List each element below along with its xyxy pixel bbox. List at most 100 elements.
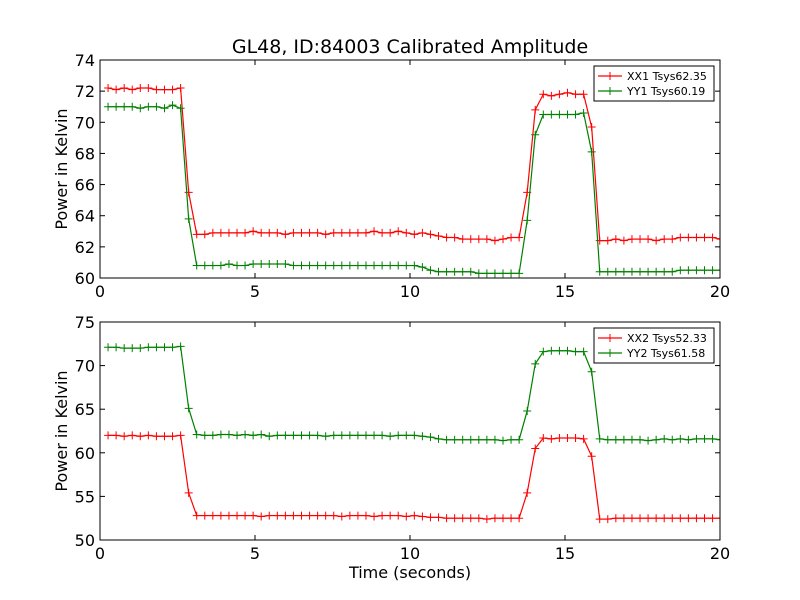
bottom-series-2-point bbox=[627, 435, 636, 444]
bottom-series-1-point bbox=[160, 432, 169, 441]
top-series-2-point bbox=[128, 102, 137, 111]
top-series-2-point bbox=[289, 261, 298, 270]
top-series-2-point bbox=[636, 267, 645, 276]
top-series-1-point bbox=[216, 228, 225, 237]
top-series-2-point bbox=[515, 269, 524, 278]
top-series-1-point bbox=[224, 228, 233, 237]
top-series-2-point bbox=[668, 267, 677, 276]
top-x-tick-label: 0 bbox=[95, 282, 105, 301]
bottom-series-2-point bbox=[281, 431, 290, 440]
top-series-2-point bbox=[144, 102, 153, 111]
top-series-2-point bbox=[273, 259, 282, 268]
bottom-series-1-point bbox=[627, 514, 636, 523]
top-y-tick-label: 62 bbox=[75, 238, 95, 257]
top-series-2-point bbox=[507, 269, 516, 278]
bottom-series-2-point bbox=[708, 434, 717, 443]
top-series-2-point bbox=[345, 261, 354, 270]
bottom-series-2-point bbox=[353, 431, 362, 440]
top-series-1-point bbox=[241, 228, 250, 237]
bottom-legend-label-2: YY2 Tsys61.58 bbox=[626, 347, 705, 360]
top-series-2-point bbox=[370, 261, 379, 270]
bottom-series-2-point bbox=[563, 346, 572, 355]
bottom-series-1-point bbox=[676, 514, 685, 523]
top-series-2-point bbox=[490, 269, 499, 278]
top-series-1-point bbox=[273, 228, 282, 237]
top-series-1-point bbox=[434, 231, 443, 240]
bottom-series-2-point bbox=[337, 431, 346, 440]
top-series-1-point bbox=[136, 84, 145, 93]
top-series-2-point bbox=[418, 263, 427, 272]
bottom-series-1-point bbox=[434, 513, 443, 522]
bottom-series-1-point bbox=[418, 512, 427, 521]
top-x-tick-label: 10 bbox=[400, 282, 420, 301]
top-x-tick-label: 5 bbox=[250, 282, 260, 301]
bottom-series-1-point bbox=[265, 511, 274, 520]
top-series-2-point bbox=[337, 261, 346, 270]
bottom-series-1-point bbox=[305, 511, 314, 520]
bottom-x-tick-label: 0 bbox=[95, 544, 105, 563]
bottom-series-2-point bbox=[668, 435, 677, 444]
top-series-2-point bbox=[257, 259, 266, 268]
top-series-2-point bbox=[321, 261, 330, 270]
top-series-1-point bbox=[313, 228, 322, 237]
top-series-1-point bbox=[410, 230, 419, 239]
top-series-1-point bbox=[499, 235, 507, 244]
bottom-series-1-point bbox=[547, 434, 556, 443]
bottom-series-2-point bbox=[289, 431, 298, 440]
bottom-series-2-point bbox=[297, 431, 306, 440]
top-legend: XX1 Tsys62.35 YY1 Tsys60.19 bbox=[593, 65, 715, 102]
top-series-1-point bbox=[394, 227, 403, 236]
bottom-series-1-point bbox=[499, 514, 507, 523]
top-series-2-point bbox=[410, 261, 419, 270]
bottom-series-1-point bbox=[482, 515, 491, 524]
top-series-1-point bbox=[700, 233, 709, 242]
bottom-series-2-point bbox=[611, 435, 620, 444]
top-series-1-point bbox=[644, 235, 653, 244]
bottom-series-1-point bbox=[563, 433, 572, 442]
bottom-series-1-point bbox=[692, 514, 701, 523]
bottom-series-2-point bbox=[652, 435, 661, 444]
bottom-series-1-point bbox=[716, 517, 720, 519]
bottom-series-1-point bbox=[329, 511, 338, 520]
top-series-2-point bbox=[708, 266, 717, 275]
top-series-2-point bbox=[676, 266, 685, 275]
bottom-y-tick-label: 55 bbox=[75, 487, 95, 506]
top-series-2-point bbox=[458, 267, 467, 276]
top-x-tick-label: 20 bbox=[710, 282, 730, 301]
bottom-x-axis-label: Time (seconds) bbox=[348, 563, 471, 582]
bottom-series-2-point bbox=[136, 344, 145, 353]
top-series-2-point bbox=[241, 261, 250, 270]
top-series-2-point bbox=[394, 261, 403, 270]
bottom-y-tick-label: 50 bbox=[75, 531, 95, 550]
bottom-series-2-point bbox=[571, 347, 580, 356]
bottom-series-1-point bbox=[450, 514, 459, 523]
top-series-2-point bbox=[700, 266, 709, 275]
top-series-1-point bbox=[490, 236, 499, 245]
top-series-2-point bbox=[571, 110, 580, 119]
bottom-series-2-point bbox=[386, 432, 395, 441]
top-legend-marker-2 bbox=[606, 87, 614, 95]
bottom-series-2-point bbox=[402, 431, 411, 440]
bottom-x-tick-label: 10 bbox=[400, 544, 420, 563]
bottom-series-2-point bbox=[313, 431, 322, 440]
top-series-1-point bbox=[579, 90, 588, 99]
top-series-2-point bbox=[539, 110, 548, 119]
top-series-2-point bbox=[595, 267, 604, 276]
bottom-series-2-point bbox=[216, 430, 225, 439]
bottom-series-2-point bbox=[499, 436, 507, 445]
bottom-series-1-point bbox=[490, 514, 499, 523]
top-y-tick-label: 68 bbox=[75, 144, 95, 163]
top-series-1-point bbox=[233, 228, 242, 237]
top-series-1-point bbox=[539, 90, 548, 99]
top-y-tick-label: 60 bbox=[75, 269, 95, 288]
bottom-series-1-point bbox=[337, 512, 346, 521]
top-series-1-point bbox=[265, 228, 274, 237]
top-series-1-point bbox=[168, 85, 177, 94]
bottom-series-2-point bbox=[192, 430, 201, 439]
bottom-series-1-point bbox=[144, 431, 153, 440]
top-series-1-point bbox=[563, 88, 572, 97]
bottom-series-1-point bbox=[345, 511, 354, 520]
bottom-series-2-point bbox=[684, 435, 693, 444]
bottom-series-1-point bbox=[668, 514, 677, 523]
